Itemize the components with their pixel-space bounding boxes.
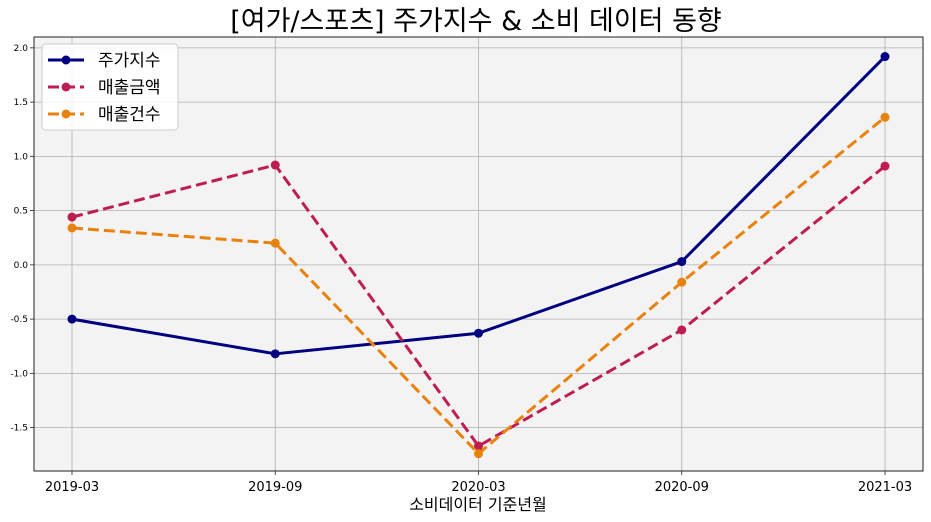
- y-tick-label: 0.0: [14, 261, 29, 271]
- legend-marker: [61, 82, 71, 92]
- y-tick-label: -1.5: [10, 424, 28, 434]
- x-tick-label: 2021-03: [858, 480, 912, 495]
- chart-title: [여가/스포츠] 주가지수 & 소비 데이터 동향: [230, 6, 722, 37]
- data-point: [880, 112, 890, 122]
- data-point: [474, 449, 483, 459]
- plot-frame: [33, 36, 924, 472]
- y-tick-label: 2.0: [14, 44, 29, 54]
- y-tick-label: 1.0: [14, 152, 29, 162]
- legend-marker: [61, 109, 71, 119]
- x-axis-label: 소비데이터 기준년월: [409, 495, 547, 514]
- legend-label: 매출금액: [98, 78, 161, 98]
- x-tick-label: 2019-09: [248, 480, 302, 495]
- y-tick-label: -1.0: [10, 369, 28, 379]
- data-point: [270, 238, 280, 248]
- legend-label: 주가지수: [98, 51, 161, 71]
- data-point: [67, 314, 77, 324]
- x-tick-label: 2020-09: [655, 480, 709, 495]
- data-point: [677, 277, 687, 287]
- series-lines: [67, 52, 890, 459]
- data-point: [270, 160, 280, 170]
- x-tick-label: 2020-03: [451, 480, 505, 495]
- y-tick-label: -0.5: [10, 315, 28, 325]
- legend-label: 매출건수: [98, 105, 161, 125]
- x-tick-label: 2019-03: [45, 480, 99, 495]
- data-point: [474, 441, 483, 451]
- data-point: [677, 325, 687, 335]
- y-axis-ticks: -1.5 -1.0 -0.5 0.0 0.5 1.0 1.5 2.0: [10, 44, 34, 434]
- data-point: [67, 212, 77, 222]
- data-point: [880, 161, 890, 171]
- data-point: [677, 257, 687, 267]
- data-point: [270, 349, 280, 359]
- legend-marker: [61, 55, 71, 65]
- x-axis-ticks: 2019-03 2019-09 2020-03 2020-09 2021-03: [45, 471, 912, 495]
- legend-box: [41, 43, 179, 131]
- data-point: [67, 223, 77, 233]
- data-point: [474, 328, 483, 338]
- data-point: [880, 52, 890, 62]
- y-tick-label: 1.5: [14, 98, 28, 108]
- y-tick-label: 0.5: [14, 207, 28, 217]
